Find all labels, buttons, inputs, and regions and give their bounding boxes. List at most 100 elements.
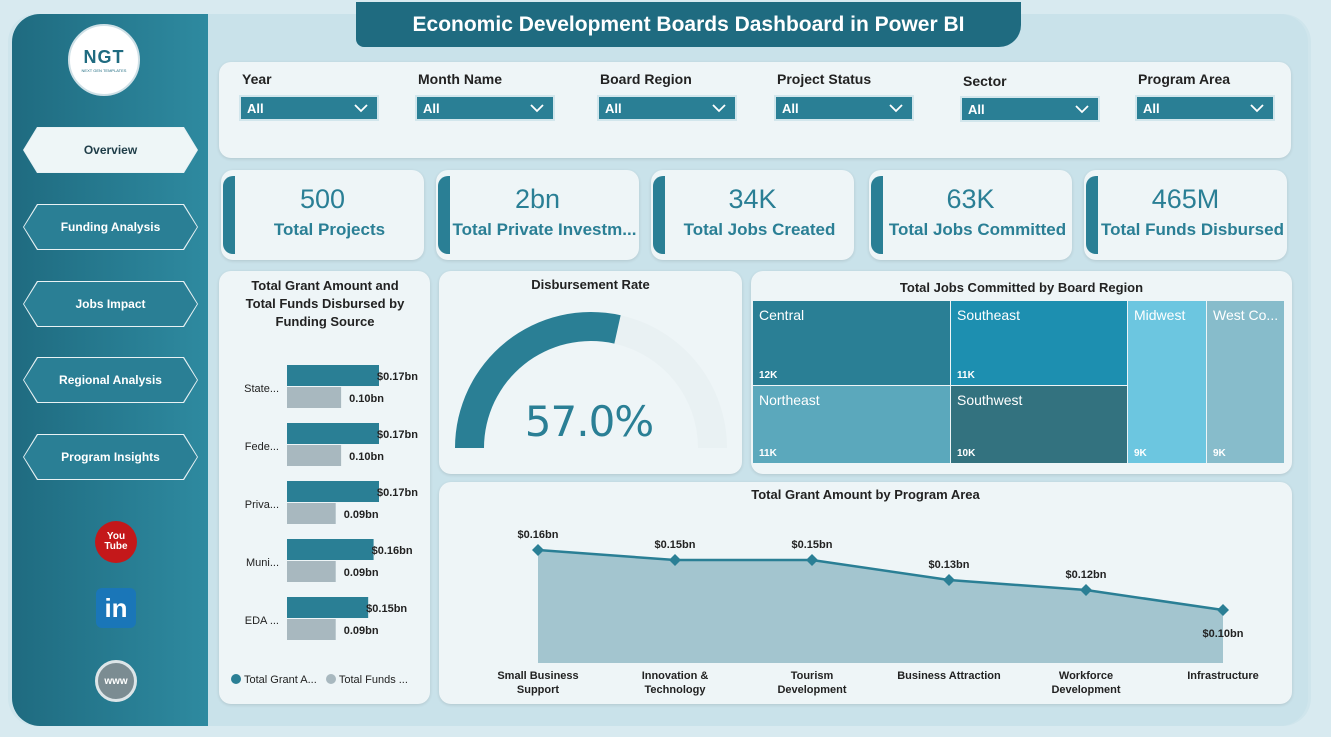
bar-data-label: 0.09bn [344,625,379,637]
nav-regional-analysis-button[interactable]: Regional Analysis [23,357,198,403]
treemap-tile-value: 10K [957,448,976,459]
area-fill [538,550,1223,663]
filter-region-dropdown[interactable]: All [597,95,737,121]
bar-data-label: $0.16bn [372,545,413,557]
bar-data-label: $0.15bn [366,603,407,615]
bar-grant [287,481,379,502]
bar-data-label: 0.10bn [349,451,384,463]
bar-disbursed [287,445,342,466]
treemap-tile-value: 11K [759,448,777,459]
x-axis-tick-label: Innovation & [642,670,709,682]
nav-label: Funding Analysis [24,205,197,249]
globe-icon-text: www [104,675,128,687]
bar-disbursed [287,387,342,408]
gauge-value: 57.0% [524,397,654,446]
chevron-down-icon [530,104,544,113]
data-point-marker [532,544,544,556]
globe-icon[interactable]: www [95,660,137,702]
treemap-tile-value: 11K [957,370,975,381]
nav-label: Jobs Impact [24,282,197,326]
kpi-accent-bar [438,176,450,254]
filter-value: All [423,100,440,116]
treemap-tile-name: Southeast [957,307,1021,323]
bar-grant [287,365,379,386]
treemap-tile: Central 12K [753,301,950,385]
filter-value: All [968,101,985,117]
funding-source-chart-panel: Total Grant Amount and Total Funds Disbu… [219,271,430,704]
treemap-tile-name: Southwest [957,392,1023,408]
gauge-track [614,315,727,448]
legend-label: Total Funds ... [338,674,408,686]
bar-data-label: $0.17bn [377,487,418,499]
bar-data-label: $0.17bn [377,429,418,441]
bar-disbursed [287,561,336,582]
page-title: Economic Development Boards Dashboard in… [356,2,1021,47]
youtube-icon[interactable]: You Tube [95,521,137,563]
treemap-tile-name: Northeast [759,392,820,408]
y-axis-tick-label: State... [244,383,279,395]
x-axis-tick-label: Business Attraction [897,670,1001,682]
legend-marker [325,674,336,684]
data-point-marker [943,574,955,586]
kpi-value: 500 [299,184,346,214]
filter-value: All [1143,100,1160,116]
point-data-label: $0.16bn [518,529,559,541]
treemap-tile-value: 9K [1213,448,1226,459]
chevron-down-icon [889,104,903,113]
x-axis-tick-label: Technology [645,684,707,696]
kpi-value: 34K [728,184,777,214]
chart-legend: Total Grant A... Total Funds ... [231,674,408,686]
filter-month-dropdown[interactable]: All [415,95,555,121]
youtube-icon-text-bottom: Tube [104,541,128,552]
gauge-fill [455,312,621,448]
kpi-accent-bar [1086,176,1098,254]
logo-text: NGT [83,47,125,67]
chart-title: Total Jobs Committed by Board Region [899,280,1144,295]
data-point-marker [1217,604,1229,616]
filter-year-dropdown[interactable]: All [239,95,379,121]
company-logo: NGT NEXT GEN TEMPLATES [68,24,140,96]
linkedin-icon-text: in [104,592,128,623]
filter-region-label: Board Region [600,71,692,87]
y-axis-tick-label: Priva... [245,499,279,511]
kpi-value: 63K [946,184,995,214]
x-axis-tick-label: Small Business [497,670,578,682]
treemap-tile: West Co... 9K [1207,301,1284,463]
point-data-label: $0.15bn [792,539,833,551]
bar-grant [287,597,369,618]
disbursement-gauge [455,312,727,448]
x-axis-tick-label: Infrastructure [1187,670,1259,682]
data-point-marker [669,554,681,566]
kpi-label: Total Funds Disbursed [1101,220,1284,239]
nav-program-insights-button[interactable]: Program Insights [23,434,198,480]
chevron-down-icon [712,104,726,113]
youtube-icon-text-top: You [106,531,126,542]
linkedin-icon[interactable]: in [96,588,136,628]
filter-value: All [247,100,264,116]
x-axis-tick-label: Development [1051,684,1120,696]
treemap-tile-name: West Co... [1213,307,1279,323]
kpi-accent-bar [653,176,665,254]
x-axis-tick-label: Tourism [791,670,834,682]
bar-grant [287,539,374,560]
treemap-tile-value: 9K [1134,448,1147,459]
nav-jobs-impact-button[interactable]: Jobs Impact [23,281,198,327]
kpi-label: Total Projects [273,220,386,239]
jobs-treemap: Central 12K Southeast 11K Northeast 11K Southw… [751,271,1292,474]
point-data-label: $0.13bn [929,559,970,571]
nav-overview-button[interactable]: Overview [23,127,198,173]
area-line [537,548,1224,612]
filter-program-area-dropdown[interactable]: All [1135,95,1275,121]
funding-source-bar-chart: State... $0.17bn 0.10bn Fede... $0.17bn 0.10b… [244,365,418,640]
chevron-down-icon [354,104,368,113]
filter-value: All [782,100,799,116]
filter-status-dropdown[interactable]: All [774,95,914,121]
treemap-tile: Southeast 11K [951,301,1127,385]
kpi-card-total-projects: 500 Total Projects [221,170,424,260]
filter-sector-dropdown[interactable]: All [960,96,1100,122]
nav-funding-analysis-button[interactable]: Funding Analysis [23,204,198,250]
point-data-label: $0.10bn [1203,628,1244,640]
x-axis-tick-label: Workforce [1059,670,1113,682]
treemap-tile-value: 12K [759,370,778,381]
x-axis-tick-label: Support [517,684,559,696]
